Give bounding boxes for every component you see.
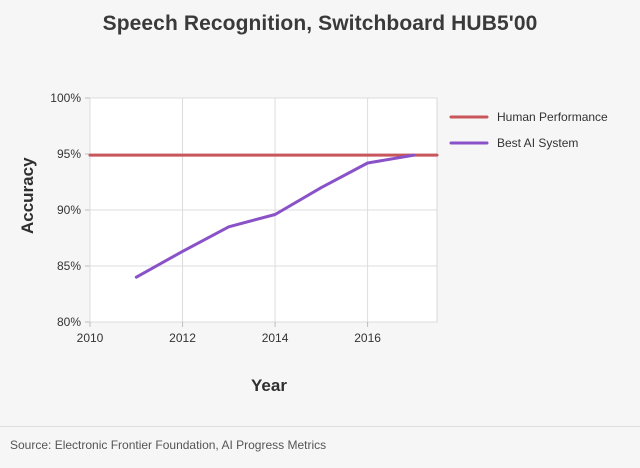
source-text: Source: Electronic Frontier Foundation, … bbox=[10, 438, 327, 452]
series-lines bbox=[88, 153, 439, 279]
legend: Human Performance Best AI System bbox=[449, 110, 608, 150]
legend-label: Best AI System bbox=[497, 136, 578, 150]
y-tick-label: 85% bbox=[57, 259, 81, 273]
x-tick-label: 2012 bbox=[169, 331, 196, 345]
y-tick-label: 90% bbox=[57, 203, 81, 217]
grid bbox=[85, 97, 438, 327]
y-tick-label: 80% bbox=[57, 315, 81, 329]
tick-labels: 80% 85% 90% 95% 100% 2010 2012 2014 2016 bbox=[50, 91, 381, 345]
line-chart: 80% 85% 90% 95% 100% 2010 2012 2014 2016 Human P… bbox=[50, 91, 608, 345]
x-tick-label: 2016 bbox=[354, 331, 381, 345]
y-tick-label: 100% bbox=[50, 91, 81, 105]
legend-label: Human Performance bbox=[497, 110, 608, 124]
source-footer: Source: Electronic Frontier Foundation, … bbox=[0, 426, 640, 468]
x-tick-label: 2014 bbox=[262, 331, 289, 345]
chart-title: Speech Recognition, Switchboard HUB5'00 bbox=[102, 12, 538, 35]
series-line-best-ai-system bbox=[134, 153, 416, 279]
y-tick-label: 95% bbox=[57, 147, 81, 161]
x-tick-label: 2010 bbox=[77, 331, 104, 345]
x-axis-label: Year bbox=[251, 376, 287, 395]
